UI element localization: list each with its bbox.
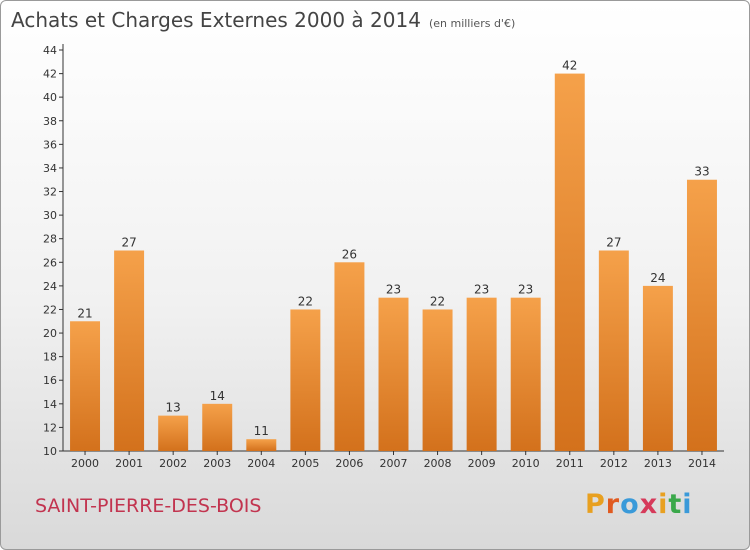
- bar: [246, 439, 277, 451]
- logo-letter: o: [620, 489, 640, 520]
- x-tick-label: 2013: [644, 457, 672, 470]
- y-tick-label: 28: [43, 233, 57, 246]
- chart-title: Achats et Charges Externes 2000 à 2014 (e…: [11, 8, 515, 32]
- data-label: 27: [606, 236, 621, 250]
- bar: [598, 250, 629, 451]
- logo-letter: t: [668, 489, 683, 520]
- x-tick-label: 2003: [203, 457, 231, 470]
- data-label: 14: [210, 389, 225, 403]
- y-tick-label: 12: [43, 421, 57, 434]
- x-tick-label: 2014: [688, 457, 716, 470]
- x-tick-label: 2009: [468, 457, 496, 470]
- data-label: 11: [254, 424, 269, 438]
- bar: [554, 73, 585, 452]
- bar: [290, 309, 321, 451]
- y-tick-label: 16: [43, 374, 57, 387]
- bar: [466, 297, 497, 451]
- y-tick-label: 18: [43, 351, 57, 364]
- y-tick-label: 26: [43, 256, 57, 269]
- y-tick-label: 42: [43, 68, 57, 81]
- x-tick-label: 2004: [247, 457, 275, 470]
- bar: [202, 403, 233, 451]
- logo-letter: i: [682, 489, 693, 520]
- chart-unit: (en milliers d'€): [428, 17, 516, 30]
- data-label: 42: [562, 59, 577, 73]
- y-tick-label: 24: [43, 280, 57, 293]
- x-tick-label: 2005: [291, 457, 319, 470]
- y-tick-label: 36: [43, 138, 57, 151]
- bar: [686, 179, 717, 451]
- data-label: 23: [474, 283, 489, 297]
- data-label: 23: [518, 283, 533, 297]
- proxiti-logo: Proxiti: [585, 489, 693, 520]
- logo-letter: i: [658, 489, 669, 520]
- y-tick-label: 30: [43, 209, 57, 222]
- y-tick-label: 14: [43, 398, 57, 411]
- data-label: 23: [386, 283, 401, 297]
- y-tick-label: 34: [43, 162, 57, 175]
- x-tick-label: 2002: [159, 457, 187, 470]
- data-label: 24: [650, 271, 665, 285]
- y-tick-label: 44: [43, 44, 57, 57]
- bar: [510, 297, 541, 451]
- y-tick-label: 20: [43, 327, 57, 340]
- data-label: 22: [430, 294, 445, 308]
- y-tick-label: 38: [43, 115, 57, 128]
- x-tick-label: 2006: [335, 457, 363, 470]
- logo-letter: x: [639, 489, 659, 520]
- x-tick-label: 2000: [71, 457, 99, 470]
- y-tick-label: 32: [43, 186, 57, 199]
- data-label: 26: [342, 247, 357, 261]
- bar: [378, 297, 409, 451]
- x-tick-label: 2007: [380, 457, 408, 470]
- data-label: 22: [298, 294, 313, 308]
- x-tick-label: 2011: [556, 457, 584, 470]
- data-label: 13: [166, 401, 181, 415]
- x-tick-label: 2008: [424, 457, 452, 470]
- data-label: 21: [77, 306, 92, 320]
- x-tick-label: 2012: [600, 457, 628, 470]
- bar: [158, 415, 189, 451]
- y-tick-label: 10: [43, 445, 57, 458]
- y-tick-label: 22: [43, 303, 57, 316]
- bar: [642, 285, 673, 451]
- data-label: 33: [694, 165, 709, 179]
- x-tick-label: 2010: [512, 457, 540, 470]
- bar: [334, 262, 365, 451]
- bar: [70, 321, 101, 451]
- chart-title-text: Achats et Charges Externes 2000 à 2014: [11, 8, 421, 32]
- place-name: SAINT-PIERRE-DES-BOIS: [35, 495, 262, 517]
- x-tick-label: 2001: [115, 457, 143, 470]
- data-label: 27: [121, 236, 136, 250]
- y-tick-label: 40: [43, 91, 57, 104]
- logo-letter: P: [585, 489, 606, 520]
- bar: [422, 309, 453, 451]
- logo-letter: r: [605, 489, 621, 520]
- bar: [114, 250, 145, 451]
